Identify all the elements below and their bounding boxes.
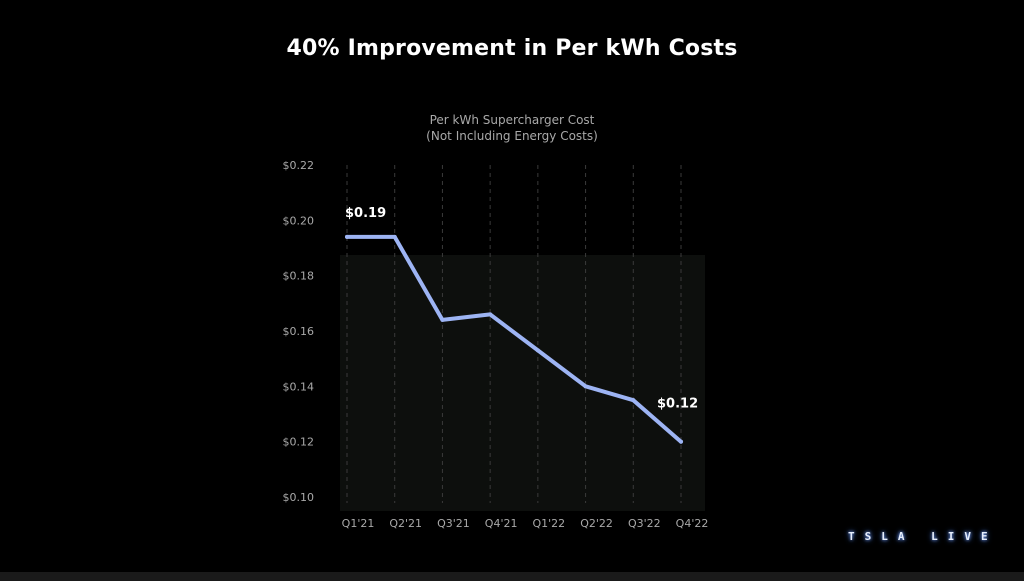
tsla-live-logo: TSLA LIVE bbox=[848, 530, 998, 543]
x-tick-label: Q1'22 bbox=[533, 517, 566, 530]
x-tick-label: Q3'21 bbox=[437, 517, 470, 530]
x-tick-label: Q2'22 bbox=[580, 517, 613, 530]
series-line bbox=[345, 234, 683, 444]
data-point bbox=[488, 312, 493, 317]
data-label: $0.12 bbox=[657, 397, 698, 412]
data-annotations: $0.19 $0.12 bbox=[345, 206, 698, 412]
y-tick-label: $0.16 bbox=[283, 325, 315, 338]
y-tick-label: $0.12 bbox=[283, 436, 315, 449]
y-axis: $0.10 $0.12 $0.14 $0.16 $0.18 $0.20 $0.22 bbox=[283, 159, 315, 504]
data-point bbox=[535, 348, 540, 353]
data-label: $0.19 bbox=[345, 206, 386, 221]
y-tick-label: $0.20 bbox=[283, 214, 315, 227]
x-tick-label: Q2'21 bbox=[389, 517, 422, 530]
bottom-strip bbox=[0, 572, 1024, 581]
y-tick-label: $0.14 bbox=[283, 380, 315, 393]
x-gridlines bbox=[346, 165, 682, 503]
data-point bbox=[583, 384, 588, 389]
y-tick-label: $0.18 bbox=[283, 270, 315, 283]
data-point bbox=[392, 234, 397, 239]
chart-title: Per kWh Supercharger Cost bbox=[430, 113, 595, 127]
y-tick-label: $0.10 bbox=[283, 491, 315, 504]
x-tick-label: Q3'22 bbox=[628, 517, 661, 530]
y-tick-label: $0.22 bbox=[283, 159, 315, 172]
slide-title: 40% Improvement in Per kWh Costs bbox=[286, 36, 738, 61]
data-point bbox=[679, 439, 683, 444]
x-tick-label: Q4'22 bbox=[676, 517, 709, 530]
data-point bbox=[631, 398, 636, 403]
plot-background bbox=[340, 255, 705, 511]
chart-subtitle: (Not Including Energy Costs) bbox=[426, 129, 598, 143]
data-point bbox=[345, 234, 349, 239]
x-tick-label: Q4'21 bbox=[485, 517, 518, 530]
data-points bbox=[345, 234, 683, 444]
x-axis: Q1'21 Q2'21 Q3'21 Q4'21 Q1'22 Q2'22 Q3'22 Q4'22 bbox=[342, 517, 709, 530]
data-point bbox=[440, 317, 445, 322]
x-tick-label: Q1'21 bbox=[342, 517, 375, 530]
